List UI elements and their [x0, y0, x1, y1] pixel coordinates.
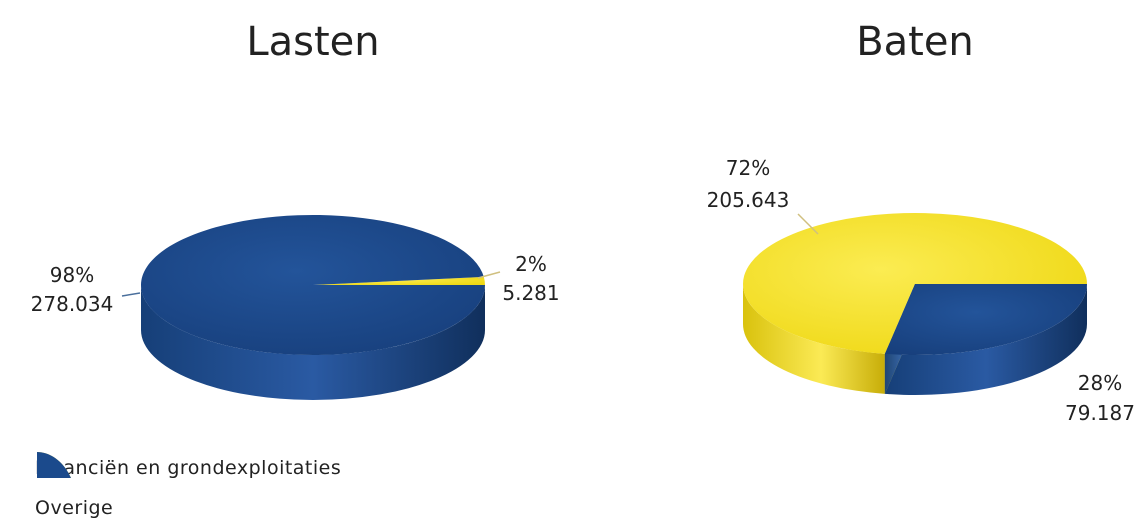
legend: Financiën en grondexploitaties Overige	[35, 448, 341, 528]
baten-pie	[743, 212, 1087, 395]
baten-slice-0-side	[743, 284, 885, 394]
legend-label-overige: Overige	[35, 497, 114, 519]
legend-swatch-overige	[37, 452, 71, 478]
lasten-financien-percent-label: 2%	[515, 252, 547, 276]
legend-label-financien: Financiën en grondexploitaties	[35, 457, 342, 479]
lasten-overige-percent-label: 98%	[50, 263, 94, 287]
lasten-financien-leader-line	[477, 271, 501, 279]
baten-slice-0-top	[743, 212, 1087, 354]
lasten-overige-leader-line	[121, 292, 141, 297]
baten-financien-percent-label: 72%	[726, 156, 770, 180]
baten-financien-leader-line	[797, 213, 819, 235]
lasten-slice-1-top	[141, 214, 485, 355]
lasten-overige-value-label: 278.034	[31, 292, 114, 316]
baten-title: Baten	[856, 19, 974, 65]
lasten-pie	[141, 214, 485, 400]
lasten-slice-0-top	[313, 276, 485, 285]
baten-slice-1-top	[884, 284, 1087, 355]
lasten-slice-1-side	[141, 285, 485, 400]
baten-financien-value-label: 205.643	[707, 188, 790, 212]
legend-item-financien: Financiën en grondexploitaties	[35, 448, 341, 488]
baten-slice-1-side	[884, 284, 1087, 395]
lasten-title: Lasten	[246, 19, 379, 65]
legend-item-overige: Overige	[35, 452, 341, 528]
baten-overige-percent-label: 28%	[1078, 371, 1122, 395]
lasten-financien-value-label: 5.281	[502, 281, 559, 305]
baten-overige-value-label: 79.187	[1065, 401, 1135, 425]
